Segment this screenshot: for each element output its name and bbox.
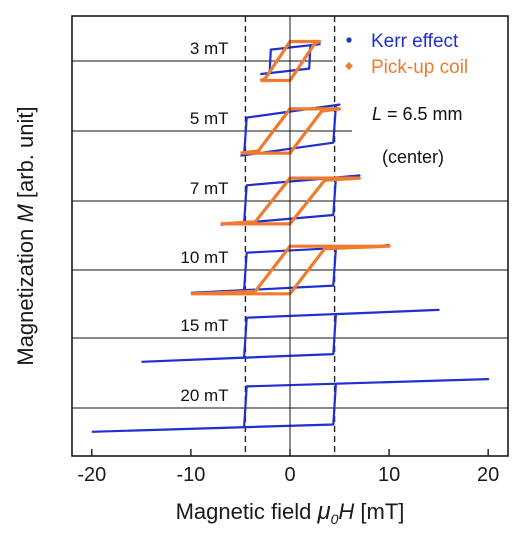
loop-label-2: 7 mT — [190, 179, 229, 198]
legend-coil-marker — [345, 62, 353, 70]
legend-kerr-label: Kerr effect — [371, 31, 459, 52]
loop-label-3: 10 mT — [180, 248, 228, 267]
kerr-loop-5 — [91, 378, 490, 433]
legend-coil-label: Pick-up coil — [371, 57, 468, 78]
legend: Kerr effect Pick-up coil — [345, 31, 468, 78]
kerr-loop-1 — [240, 103, 341, 157]
kerr-loop-4 — [141, 308, 440, 363]
position-annotation: (center) — [382, 147, 444, 167]
coercive-guide-lines — [244, 16, 336, 456]
legend-kerr-marker — [346, 37, 352, 43]
y-axis-label: Magnetization M [arb. unit] — [13, 106, 38, 365]
x-tick-label-4: 20 — [477, 464, 499, 486]
sample-annotation: L = 6.5 mm (center) — [372, 104, 463, 167]
length-annotation: L = 6.5 mm — [372, 104, 463, 124]
x-tick-label-0: -20 — [77, 464, 106, 486]
loop-label-1: 5 mT — [190, 109, 229, 128]
x-tick-label-2: 0 — [284, 464, 295, 486]
loop-amplitude-labels: 3 mT 5 mT 7 mT 10 mT 15 mT 20 mT — [180, 39, 228, 405]
x-tick-label-3: 10 — [378, 464, 400, 486]
x-tick-label-1: -10 — [176, 464, 205, 486]
loop-label-4: 15 mT — [180, 316, 228, 335]
x-axis-label: Magnetic field μ0H [mT] — [176, 498, 405, 527]
loop-label-5: 20 mT — [180, 386, 228, 405]
loop-label-0: 3 mT — [190, 39, 229, 58]
